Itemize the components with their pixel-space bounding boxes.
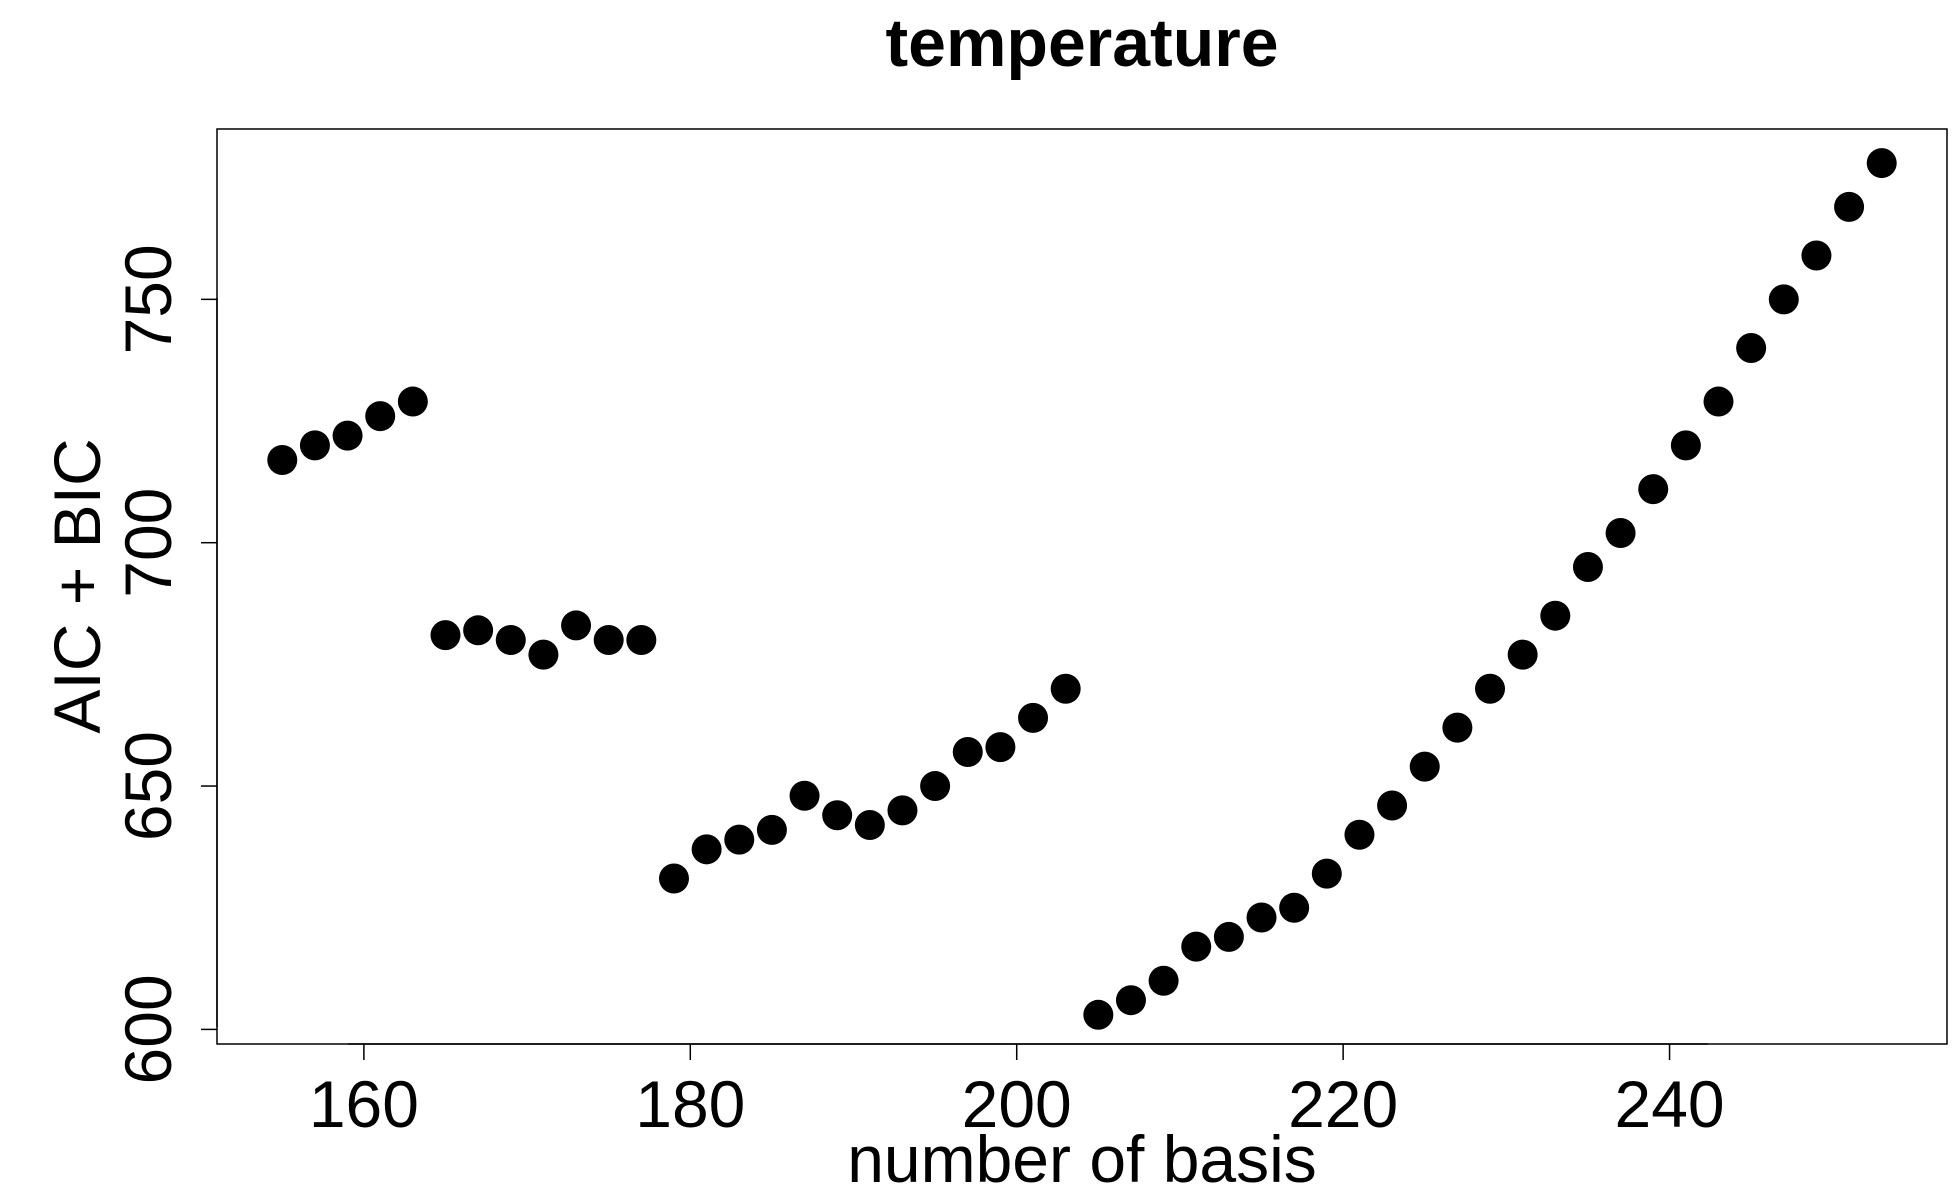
data-point <box>528 639 559 670</box>
data-point <box>1409 751 1440 782</box>
data-point <box>1834 191 1865 222</box>
data-point <box>1279 892 1310 923</box>
y-tick-label: 650 <box>111 731 185 841</box>
data-point <box>397 386 428 417</box>
data-point <box>1213 921 1244 952</box>
data-point <box>1540 600 1571 631</box>
x-tick-label: 160 <box>309 1067 419 1141</box>
data-point <box>267 444 298 475</box>
data-point <box>854 809 885 840</box>
data-point <box>920 771 951 802</box>
data-point <box>1605 517 1636 548</box>
y-axis-label: AIC + BIC <box>40 438 114 733</box>
data-point <box>365 401 396 432</box>
data-point <box>299 430 330 461</box>
data-point <box>593 625 624 656</box>
y-tick-label: 700 <box>111 488 185 598</box>
plot-frame <box>216 128 1948 1045</box>
data-point <box>1736 333 1767 364</box>
data-point <box>691 834 722 865</box>
x-axis: 160 180 200 220 240 <box>309 1043 1725 1141</box>
data-point <box>756 814 787 845</box>
x-tick-label: 200 <box>962 1067 1072 1141</box>
data-point <box>985 732 1016 763</box>
data-point <box>430 620 461 651</box>
data-point <box>332 420 363 451</box>
data-point <box>1670 430 1701 461</box>
data-point <box>1050 673 1081 704</box>
data-point <box>1311 858 1342 889</box>
data-point <box>952 736 983 767</box>
data-point <box>658 863 689 894</box>
x-tick-label: 240 <box>1614 1067 1724 1141</box>
y-tick-label: 750 <box>111 244 185 354</box>
data-point <box>1018 702 1049 733</box>
data-point <box>463 615 494 646</box>
data-point <box>1507 639 1538 670</box>
data-point <box>1475 673 1506 704</box>
data-point <box>1246 902 1277 933</box>
data-point <box>724 824 755 855</box>
data-point <box>1181 931 1212 962</box>
x-tick-label: 220 <box>1288 1067 1398 1141</box>
data-point <box>1377 790 1408 821</box>
data-point <box>1572 552 1603 583</box>
data-point <box>1801 240 1832 271</box>
data-point <box>1083 999 1114 1030</box>
data-point <box>1638 474 1669 505</box>
data-point <box>822 800 853 831</box>
data-point <box>1344 819 1375 850</box>
data-point <box>789 780 820 811</box>
data-point <box>1703 386 1734 417</box>
data-point <box>887 795 918 826</box>
data-point <box>1866 148 1897 179</box>
data-point <box>1148 965 1179 996</box>
chart-title: temperature <box>885 5 1278 81</box>
y-axis: 600 650 700 750 <box>111 244 218 1084</box>
data-point <box>561 610 592 641</box>
data-point <box>1442 712 1473 743</box>
data-point <box>626 625 657 656</box>
x-axis-label: number of basis <box>847 1122 1317 1194</box>
y-tick-label: 600 <box>111 974 185 1084</box>
data-point <box>1768 284 1799 315</box>
x-tick-label: 180 <box>635 1067 745 1141</box>
data-point <box>1115 985 1146 1016</box>
data-points <box>267 148 1897 1030</box>
data-point <box>495 625 526 656</box>
